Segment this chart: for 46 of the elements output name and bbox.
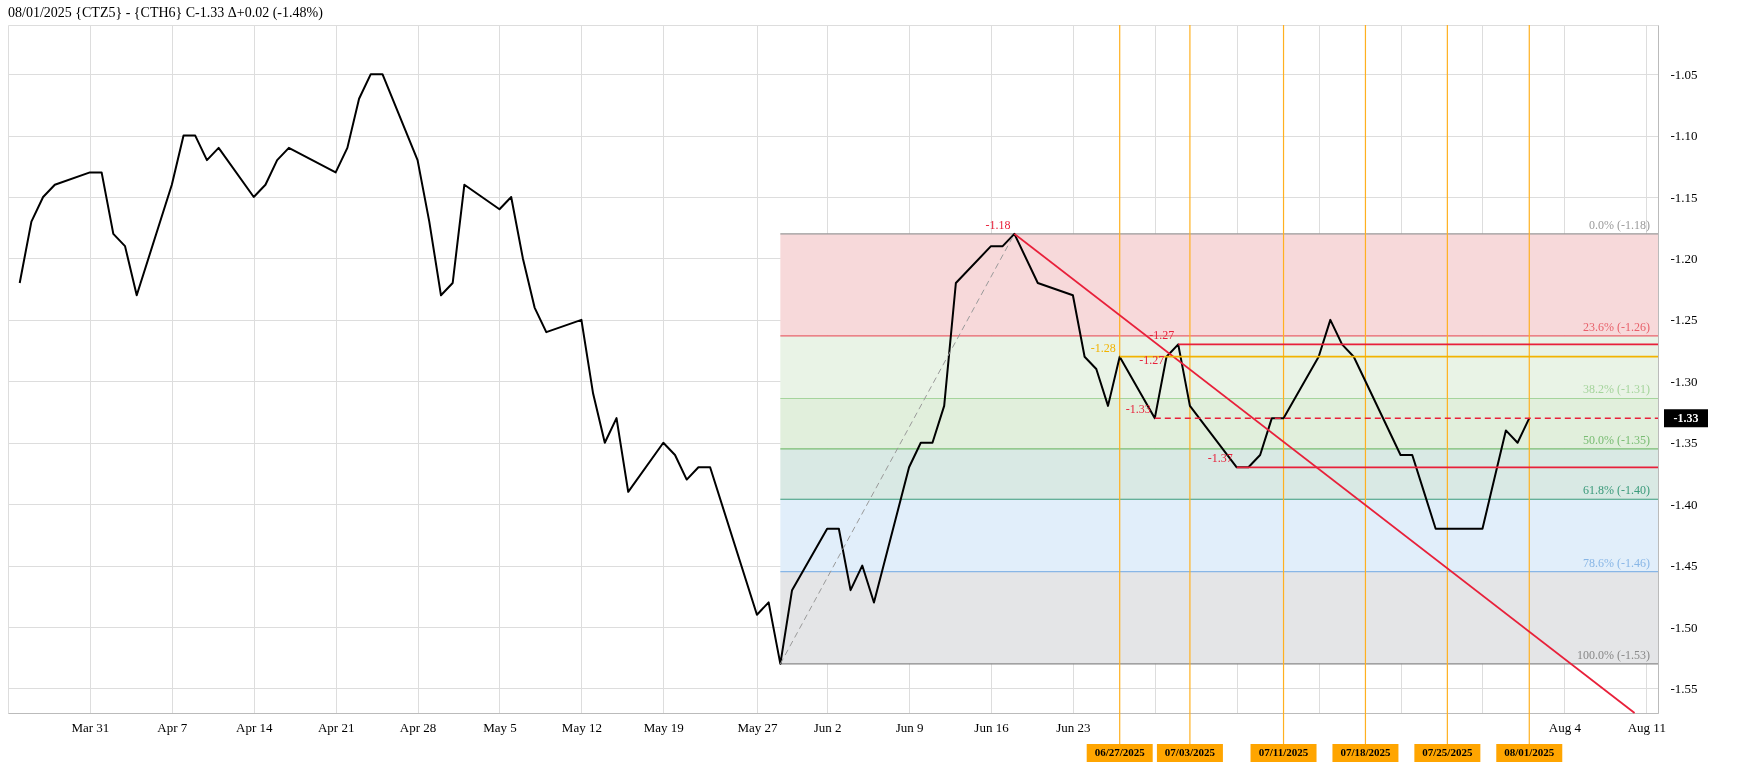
y-tick-label: -1.10 bbox=[1670, 128, 1698, 144]
x-tick-label: Aug 4 bbox=[1548, 719, 1582, 735]
ref-line-label: 100.0% (-1.53) bbox=[1577, 647, 1650, 662]
x-tick-label: Jun 9 bbox=[895, 719, 924, 735]
x-tick-label: May 12 bbox=[561, 719, 602, 735]
y-tick-label: -1.50 bbox=[1670, 619, 1698, 635]
x-tick-label: Apr 14 bbox=[236, 719, 273, 735]
x-tick-label: May 19 bbox=[643, 719, 684, 735]
ref-line-label: 38.2% (-1.31) bbox=[1583, 382, 1650, 397]
y-tick-label: -1.40 bbox=[1670, 496, 1698, 512]
ref-line-label: 07/18/2025 bbox=[1340, 746, 1391, 758]
x-tick-label: May 5 bbox=[483, 719, 517, 735]
x-tick-label: Jun 2 bbox=[813, 719, 842, 735]
ref-line-label: 07/25/2025 bbox=[1422, 746, 1473, 758]
x-tick-label: Jun 23 bbox=[1056, 719, 1091, 735]
line-series bbox=[18, 73, 1531, 665]
ref-line-label: 23.6% (-1.26) bbox=[1583, 319, 1650, 334]
y-tick-label: -1.15 bbox=[1670, 189, 1698, 205]
x-tick-label: Apr 7 bbox=[157, 719, 188, 735]
annotation: -1.18 bbox=[985, 217, 1011, 232]
y-tick-label: -1.05 bbox=[1670, 66, 1698, 82]
x-tick-label: Aug 11 bbox=[1627, 719, 1666, 735]
y-tick-label: -1.25 bbox=[1670, 312, 1698, 328]
y-tick-label: -1.20 bbox=[1670, 250, 1698, 266]
ref-line-label: 06/27/2025 bbox=[1094, 746, 1146, 758]
x-tick-label: Apr 21 bbox=[317, 719, 355, 735]
ref-line-label: 78.6% (-1.46) bbox=[1583, 555, 1650, 570]
annotation: -1.28 bbox=[1090, 340, 1116, 355]
x-tick-label: Apr 28 bbox=[399, 719, 437, 735]
ref-line-label: 07/11/2025 bbox=[1258, 746, 1309, 758]
y-tick-label: -1.55 bbox=[1670, 680, 1698, 696]
ref-line-label: 0.0% (-1.18) bbox=[1589, 217, 1650, 232]
ref-line-label: 50.0% (-1.35) bbox=[1583, 432, 1650, 447]
ref-line-label: 61.8% (-1.40) bbox=[1583, 483, 1650, 498]
annotation: -1.27 bbox=[1139, 353, 1165, 368]
y-tick-label: -1.30 bbox=[1670, 373, 1698, 389]
y-tick-label: -1.35 bbox=[1670, 435, 1698, 451]
ref-line-label: 07/03/2025 bbox=[1164, 746, 1216, 758]
x-tick-label: Jun 16 bbox=[974, 719, 1010, 735]
annotation: -1.27 bbox=[1149, 328, 1175, 343]
ref-line-label: 08/01/2025 bbox=[1504, 746, 1555, 758]
x-tick-label: May 27 bbox=[737, 719, 778, 735]
chart-title: 08/01/2025 {CTZ5} - {CTH6} C-1.33 Δ+0.02 (-1.48%) bbox=[8, 5, 324, 22]
y-tick-label: -1.45 bbox=[1670, 558, 1698, 574]
text: -1.33 bbox=[1673, 411, 1699, 426]
x-tick-label: Mar 31 bbox=[71, 719, 110, 735]
